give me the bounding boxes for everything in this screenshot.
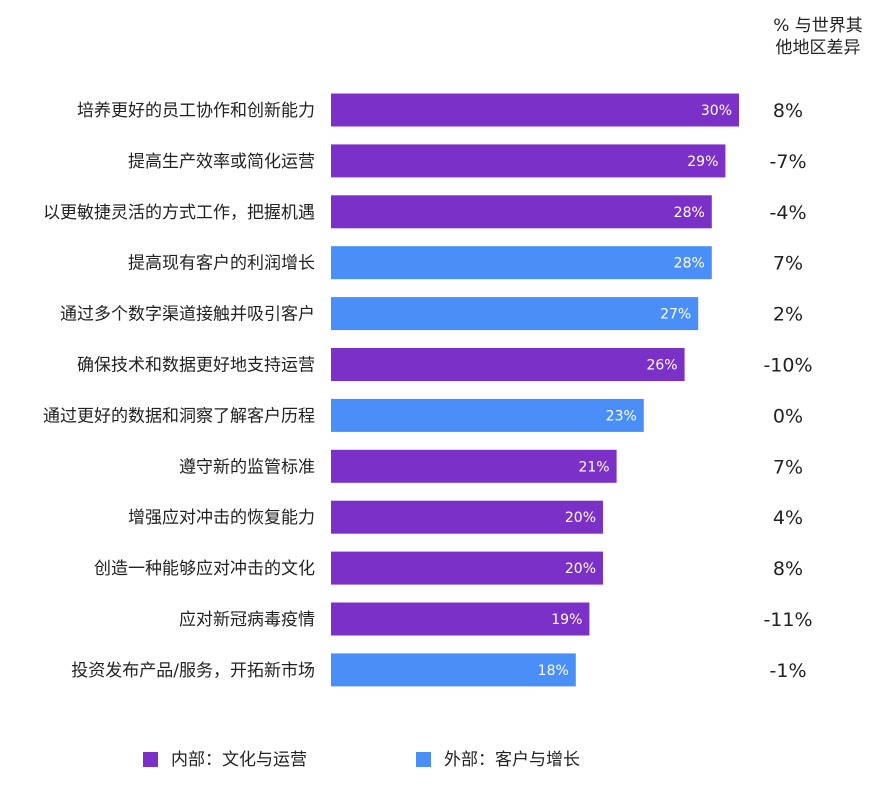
bar-value-label: 21% <box>578 459 609 475</box>
bar-row: 以更敏捷灵活的方式工作，把握机遇 28% -4% <box>43 195 807 229</box>
bar <box>331 195 712 229</box>
difference-label: -1% <box>770 660 807 682</box>
bar-row: 应对新冠病毒疫情 19% -11% <box>179 602 813 636</box>
difference-label: 0% <box>773 405 803 427</box>
bar-value-label: 23% <box>606 408 637 424</box>
bar-value-label: 30% <box>701 103 732 119</box>
bar-row: 通过多个数字渠道接触并吸引客户 27% 2% <box>60 297 803 331</box>
bar-value-label: 18% <box>538 663 569 679</box>
difference-label: 7% <box>773 456 803 478</box>
bar <box>331 144 726 178</box>
bar-row: 通过更好的数据和洞察了解客户历程 23% 0% <box>43 398 803 432</box>
bars: 培养更好的员工协作和创新能力 30% 8% 提高生产效率或简化运营 29% -7% 以更敏捷… <box>43 93 813 687</box>
bar-value-label: 27% <box>660 307 691 323</box>
bar <box>331 551 603 585</box>
category-label: 通过多个数字渠道接触并吸引客户 <box>60 305 315 325</box>
bar-value-label: 28% <box>674 205 705 221</box>
bar-row: 遵守新的监管标准 21% 7% <box>179 449 803 483</box>
category-label: 创造一种能够应对冲击的文化 <box>94 559 315 579</box>
value-header-line: 他地区差异 <box>776 38 861 58</box>
bar-value-label: 28% <box>674 256 705 272</box>
bar-row: 增强应对冲击的恢复能力 20% 4% <box>128 500 803 534</box>
category-label: 培养更好的员工协作和创新能力 <box>77 101 315 121</box>
value-header-line: % 与世界其 <box>773 16 863 36</box>
difference-label: -4% <box>770 202 807 224</box>
bar <box>331 602 590 636</box>
bar-row: 确保技术和数据更好地支持运营 26% -10% <box>77 348 813 381</box>
difference-label: -11% <box>763 609 812 631</box>
bar-row: 创造一种能够应对冲击的文化 20% 8% <box>94 551 803 585</box>
bar-value-label: 29% <box>687 154 718 170</box>
legend-item: 内部：文化与运营 <box>143 750 307 770</box>
bar <box>331 246 712 280</box>
category-label: 增强应对冲击的恢复能力 <box>128 508 315 528</box>
category-label: 确保技术和数据更好地支持运营 <box>77 356 315 376</box>
difference-label: -10% <box>763 355 812 377</box>
bar <box>331 348 685 381</box>
bar <box>331 93 739 127</box>
category-label: 遵守新的监管标准 <box>179 457 315 477</box>
legend: 内部：文化与运营 外部：客户与增长 <box>143 750 580 770</box>
bar-value-label: 20% <box>565 561 596 577</box>
bar-row: 提高生产效率或简化运营 29% -7% <box>128 144 807 178</box>
bar-value-label: 26% <box>646 358 677 374</box>
bar-row: 投资发布产品/服务，开拓新市场 18% -1% <box>71 653 807 687</box>
bar-row: 培养更好的员工协作和创新能力 30% 8% <box>77 93 803 127</box>
bar-value-label: 19% <box>551 612 582 628</box>
bar <box>331 398 644 432</box>
difference-label: 2% <box>773 304 803 326</box>
difference-label: -7% <box>770 151 807 173</box>
legend-swatch <box>416 752 431 767</box>
category-label: 应对新冠病毒疫情 <box>179 610 315 630</box>
bar <box>331 449 617 483</box>
difference-label: 7% <box>773 253 803 275</box>
category-label: 以更敏捷灵活的方式工作，把握机遇 <box>43 203 315 223</box>
bar <box>331 500 603 534</box>
category-label: 投资发布产品/服务，开拓新市场 <box>71 661 315 681</box>
category-label: 提高生产效率或简化运营 <box>128 152 315 172</box>
bar-value-label: 20% <box>565 510 596 526</box>
bar-row: 提高现有客户的利润增长 28% 7% <box>128 246 803 280</box>
category-label: 提高现有客户的利润增长 <box>128 254 315 274</box>
bar <box>331 297 699 331</box>
legend-item: 外部：客户与增长 <box>416 750 580 770</box>
legend-label: 外部：客户与增长 <box>444 750 580 770</box>
category-label: 通过更好的数据和洞察了解客户历程 <box>43 406 315 426</box>
bar <box>331 653 576 687</box>
legend-label: 内部：文化与运营 <box>171 750 307 770</box>
legend-swatch <box>143 752 158 767</box>
difference-label: 8% <box>773 558 803 580</box>
difference-label: 4% <box>773 507 803 529</box>
difference-label: 8% <box>773 100 803 122</box>
